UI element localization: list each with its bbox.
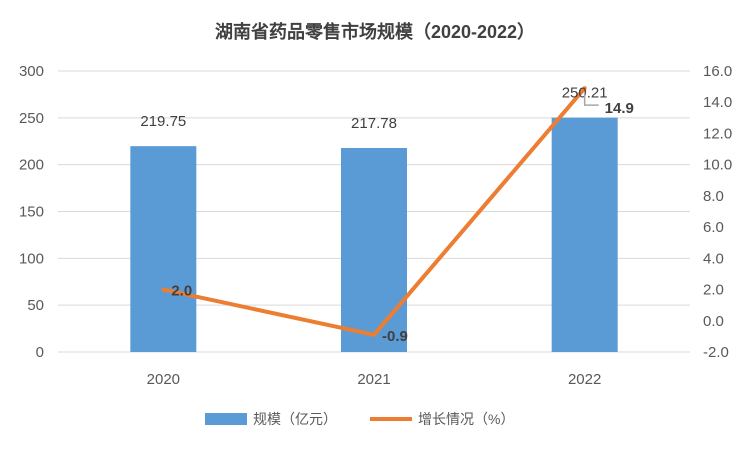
bar-value-label: 219.75 <box>140 113 186 130</box>
bar-2021 <box>341 148 407 352</box>
category-label: 2021 <box>357 371 390 388</box>
legend-line-label: 增长情况（%） <box>418 411 514 427</box>
left-tick-label: 150 <box>19 204 44 221</box>
left-tick-label: 0 <box>36 344 44 361</box>
growth-value-label: 14.9 <box>605 100 634 117</box>
legend-bar-swatch <box>205 413 247 425</box>
category-label: 2020 <box>147 371 180 388</box>
left-tick-label: 300 <box>19 63 44 80</box>
left-tick-label: 200 <box>19 157 44 174</box>
bar-value-label: 217.78 <box>351 115 397 132</box>
bar-2020 <box>130 146 197 352</box>
left-tick-label: 100 <box>19 250 44 267</box>
right-tick-label: 0.0 <box>703 313 724 330</box>
growth-value-label: 2.0 <box>171 283 192 300</box>
leader-line <box>583 92 599 106</box>
growth-point <box>161 287 166 292</box>
legend-bar-label: 规模（亿元） <box>253 411 337 427</box>
right-tick-label: 4.0 <box>703 250 724 267</box>
right-tick-label: -2.0 <box>703 344 729 361</box>
growth-value-label: -0.9 <box>382 328 408 345</box>
bar-2022 <box>551 117 618 353</box>
growth-point <box>582 86 587 91</box>
chart-title: 湖南省药品零售市场规模（2020-2022） <box>215 21 535 42</box>
left-tick-label: 250 <box>19 110 44 127</box>
left-tick-label: 50 <box>27 297 44 314</box>
right-tick-label: 16.0 <box>703 63 732 80</box>
right-tick-label: 2.0 <box>703 282 724 299</box>
right-tick-label: 10.0 <box>703 157 732 174</box>
right-tick-label: 14.0 <box>703 94 732 111</box>
right-tick-label: 6.0 <box>703 219 724 236</box>
right-tick-label: 8.0 <box>703 188 724 205</box>
legend: 规模（亿元） 增长情况（%） <box>205 411 514 427</box>
category-label: 2022 <box>568 371 601 388</box>
growth-point <box>372 332 376 337</box>
right-tick-label: 12.0 <box>703 125 732 142</box>
